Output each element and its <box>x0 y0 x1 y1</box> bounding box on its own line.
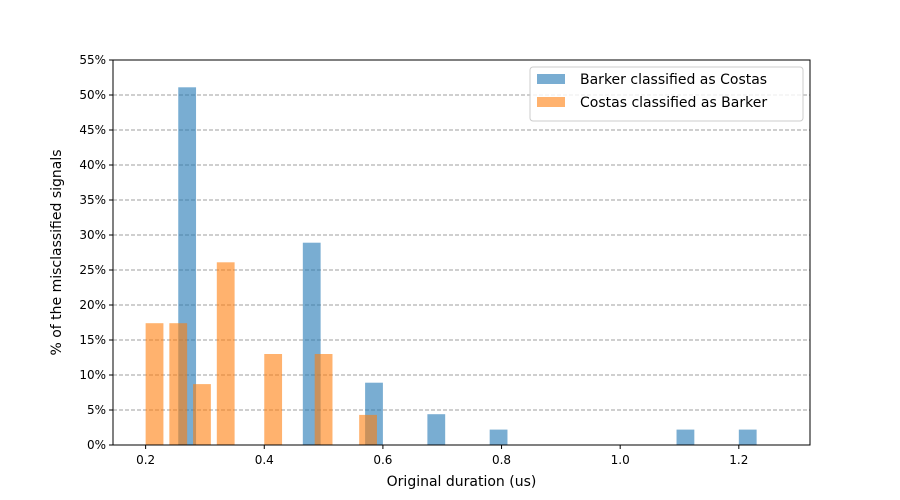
bar-costas <box>314 354 333 445</box>
y-tick-label: 55% <box>79 53 106 67</box>
y-tick-label: 45% <box>79 123 106 137</box>
legend: Barker classified as Costas Costas class… <box>529 66 804 122</box>
x-tick-label: 1.2 <box>729 453 748 467</box>
x-tick-label: 0.6 <box>373 453 392 467</box>
y-tick-label: 40% <box>79 158 106 172</box>
bar-barker <box>489 429 508 445</box>
y-tick-label: 15% <box>79 333 106 347</box>
legend-box <box>529 66 804 122</box>
legend-label-barker: Barker classified as Costas <box>580 72 767 88</box>
y-tick-label: 5% <box>87 403 106 417</box>
bar-costas <box>193 384 211 445</box>
y-tick-label: 20% <box>79 298 106 312</box>
legend-swatch-barker <box>537 74 565 84</box>
y-tick-label: 10% <box>79 368 106 382</box>
bar-costas <box>264 354 283 445</box>
y-tick-label: 35% <box>79 193 106 207</box>
y-tick-label: 50% <box>79 88 106 102</box>
x-tick-label: 0.4 <box>255 453 274 467</box>
bar-barker <box>427 414 446 445</box>
bars <box>145 87 757 446</box>
plot-frame <box>112 59 811 446</box>
y-axis-label: % of the misclassified signals <box>49 149 65 355</box>
bar-barker <box>676 429 695 445</box>
legend-label-costas: Costas classified as Barker <box>580 95 767 111</box>
legend-swatch-costas <box>537 97 565 107</box>
y-tick-label: 25% <box>79 263 106 277</box>
bar-costas <box>145 323 164 445</box>
y-tick-label: 30% <box>79 228 106 242</box>
x-tick-label: 0.2 <box>136 453 155 467</box>
x-tick-label: 0.8 <box>492 453 511 467</box>
x-tick-label: 1.0 <box>611 453 630 467</box>
bar-costas <box>359 414 377 445</box>
bar-costas <box>169 323 188 445</box>
bar-costas <box>216 262 235 445</box>
x-axis-label: Original duration (us) <box>387 474 537 490</box>
axis-ticks: 0.2 0.4 0.6 0.8 1.0 1.2 0% 5% 10% 15% 20% 25% 30% 35%… <box>79 53 748 467</box>
y-tick-label: 0% <box>87 438 106 452</box>
bar-barker <box>738 429 757 445</box>
